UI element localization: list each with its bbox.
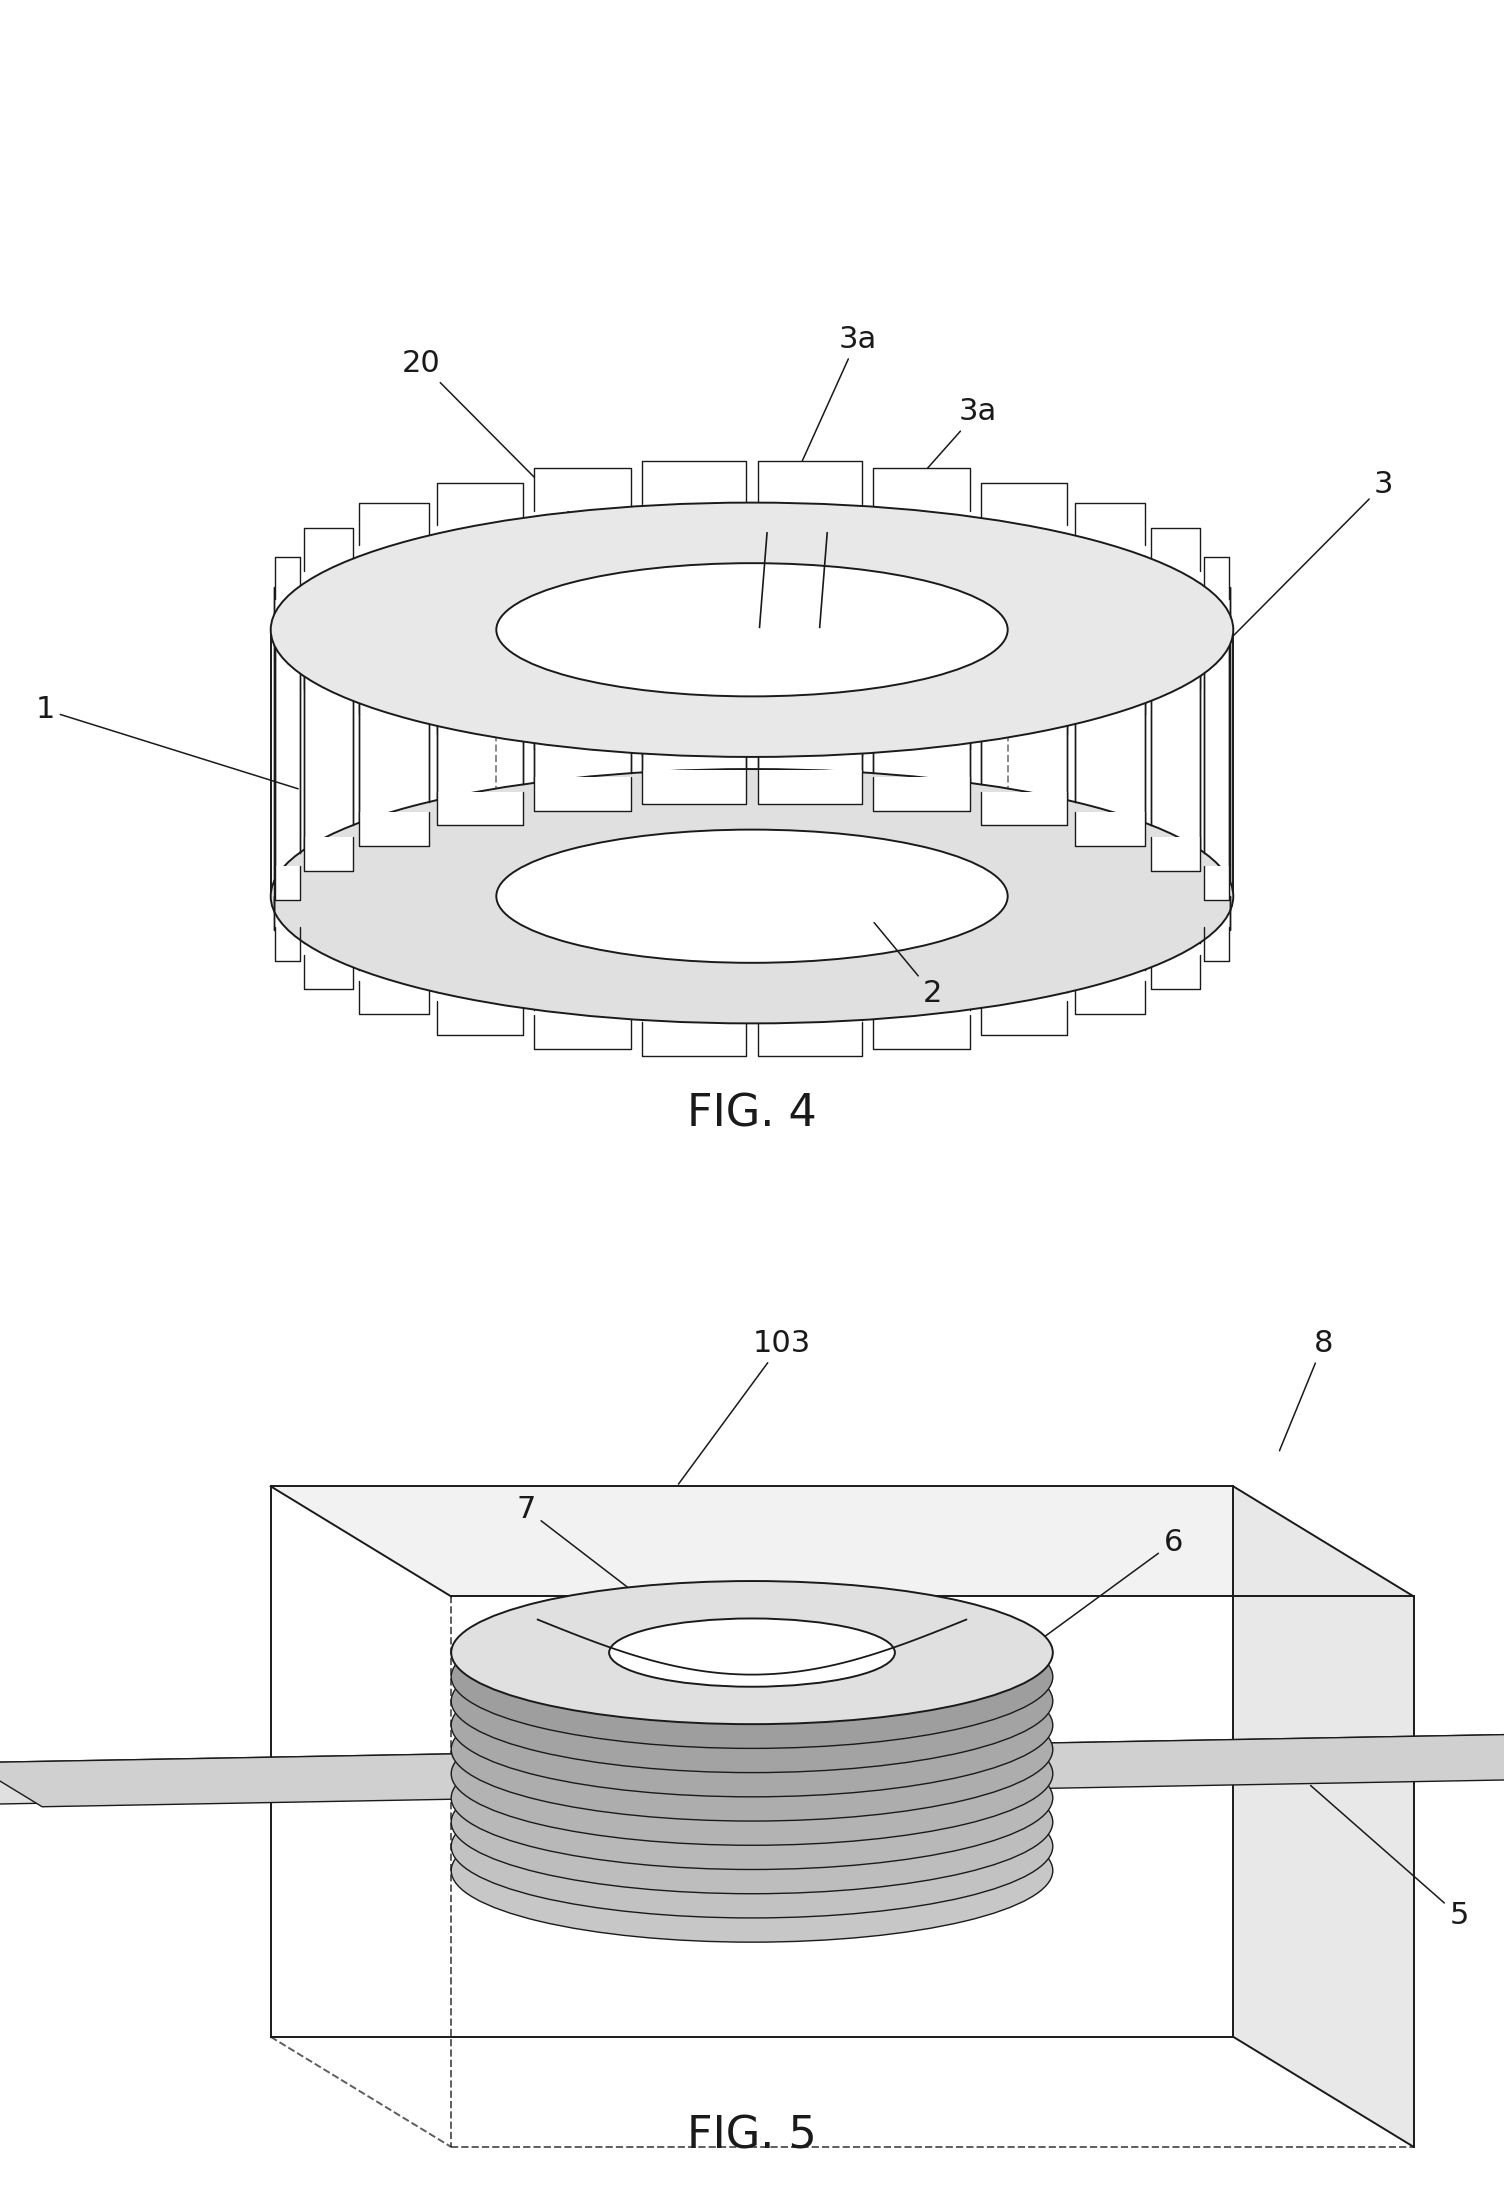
Polygon shape — [642, 713, 746, 755]
Polygon shape — [1205, 927, 1229, 960]
Ellipse shape — [451, 1726, 1053, 1869]
Ellipse shape — [451, 1605, 1053, 1748]
Polygon shape — [359, 502, 429, 546]
Ellipse shape — [609, 1740, 895, 1808]
Polygon shape — [271, 502, 752, 1024]
Polygon shape — [1152, 956, 1200, 989]
Ellipse shape — [609, 1618, 895, 1687]
Polygon shape — [1205, 557, 1229, 599]
Text: FIG. 5: FIG. 5 — [687, 2114, 817, 2158]
Ellipse shape — [609, 1691, 895, 1759]
Polygon shape — [359, 672, 429, 713]
Polygon shape — [1152, 837, 1200, 872]
Polygon shape — [872, 469, 970, 511]
Text: 103: 103 — [678, 1328, 811, 1484]
Polygon shape — [275, 557, 299, 599]
Polygon shape — [534, 707, 632, 749]
Polygon shape — [642, 771, 746, 804]
Ellipse shape — [609, 1764, 895, 1832]
Ellipse shape — [609, 1836, 895, 1905]
Text: 3a: 3a — [829, 396, 997, 579]
Polygon shape — [438, 691, 523, 735]
Polygon shape — [438, 482, 523, 524]
Polygon shape — [758, 771, 862, 804]
Polygon shape — [275, 619, 299, 661]
Polygon shape — [1075, 813, 1145, 846]
Ellipse shape — [496, 830, 1008, 962]
Polygon shape — [1075, 502, 1145, 546]
Ellipse shape — [496, 564, 1008, 696]
Polygon shape — [981, 482, 1066, 524]
Polygon shape — [642, 460, 746, 504]
Text: 6: 6 — [1039, 1528, 1182, 1640]
Polygon shape — [275, 865, 299, 901]
Polygon shape — [534, 469, 632, 511]
Ellipse shape — [609, 1667, 895, 1735]
Polygon shape — [1152, 647, 1200, 689]
Ellipse shape — [451, 1581, 1053, 1724]
Text: 7: 7 — [517, 1495, 675, 1623]
Polygon shape — [1205, 865, 1229, 901]
Polygon shape — [438, 791, 523, 826]
Polygon shape — [1233, 1486, 1414, 2147]
Polygon shape — [304, 837, 352, 872]
Ellipse shape — [451, 1702, 1053, 1845]
Text: 20: 20 — [402, 348, 660, 603]
Text: FIG. 4: FIG. 4 — [687, 1092, 817, 1136]
Polygon shape — [1205, 619, 1229, 661]
Polygon shape — [872, 707, 970, 749]
Polygon shape — [271, 1486, 1414, 1596]
Text: 8: 8 — [1280, 1328, 1333, 1451]
Polygon shape — [275, 927, 299, 960]
Polygon shape — [981, 691, 1066, 735]
Polygon shape — [981, 791, 1066, 826]
Ellipse shape — [609, 1715, 895, 1784]
Ellipse shape — [451, 1629, 1053, 1773]
Text: 5: 5 — [1310, 1786, 1468, 1931]
Text: 2: 2 — [874, 923, 942, 1009]
Polygon shape — [1152, 528, 1200, 570]
Polygon shape — [359, 813, 429, 846]
Ellipse shape — [609, 1643, 895, 1711]
Ellipse shape — [451, 1678, 1053, 1821]
Text: 3: 3 — [1205, 469, 1393, 665]
Polygon shape — [872, 1015, 970, 1048]
Polygon shape — [304, 956, 352, 989]
Polygon shape — [534, 777, 632, 810]
Ellipse shape — [609, 1788, 895, 1856]
Polygon shape — [304, 528, 352, 570]
Polygon shape — [1075, 980, 1145, 1015]
Ellipse shape — [271, 502, 1233, 757]
Text: 3a: 3a — [769, 324, 877, 537]
Polygon shape — [981, 1002, 1066, 1035]
Text: 1: 1 — [36, 696, 298, 788]
Ellipse shape — [609, 1812, 895, 1881]
Polygon shape — [534, 1015, 632, 1048]
Polygon shape — [758, 713, 862, 755]
Polygon shape — [0, 1733, 1504, 1806]
Polygon shape — [752, 502, 1233, 1024]
Ellipse shape — [451, 1654, 1053, 1797]
Polygon shape — [304, 647, 352, 689]
Polygon shape — [642, 1022, 746, 1057]
Ellipse shape — [451, 1775, 1053, 1918]
Polygon shape — [758, 1022, 862, 1057]
Polygon shape — [1075, 672, 1145, 713]
Ellipse shape — [271, 768, 1233, 1024]
Polygon shape — [438, 1002, 523, 1035]
Polygon shape — [0, 1733, 1504, 1806]
Polygon shape — [872, 777, 970, 810]
Polygon shape — [758, 460, 862, 504]
Ellipse shape — [451, 1799, 1053, 1942]
Polygon shape — [359, 980, 429, 1015]
Ellipse shape — [451, 1751, 1053, 1894]
